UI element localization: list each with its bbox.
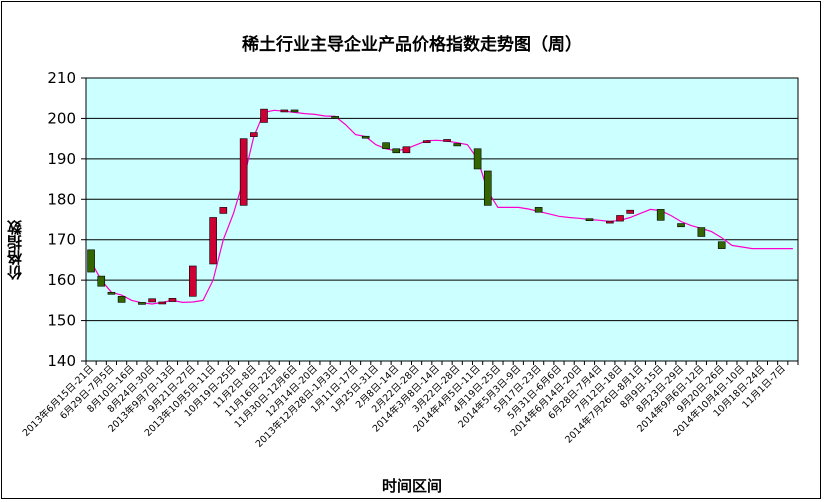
plot-area (85, 77, 799, 362)
index-line (90, 109, 793, 305)
candle-down (656, 209, 665, 221)
candle-up (158, 301, 167, 305)
x-axis-title: 时间区间 (381, 477, 442, 495)
candle-down (97, 275, 106, 287)
y-tick-label: 140 (47, 352, 76, 370)
candle-down (697, 227, 706, 237)
candle-up (168, 298, 177, 302)
candle-down (382, 142, 390, 150)
candle-up (219, 207, 228, 214)
candle-up (239, 138, 248, 206)
candle-down (483, 170, 492, 206)
candle-up (616, 215, 624, 222)
candle-down (453, 143, 462, 147)
y-tick-label: 150 (47, 312, 76, 330)
candle-down (585, 218, 594, 221)
candle-up (606, 220, 614, 224)
candle-up (189, 265, 197, 297)
y-tick-label: 210 (47, 69, 76, 87)
chart-title: 稀土行业主导企业产品价格指数走势图（周） (242, 35, 582, 55)
candle-down (392, 148, 401, 154)
candle-down (717, 241, 726, 249)
candle-down (361, 135, 370, 139)
candle-up (402, 146, 411, 154)
y-tick-label: 190 (47, 150, 76, 168)
y-tick-label: 160 (47, 271, 76, 289)
candle-down (677, 223, 685, 228)
candle-down (331, 116, 340, 119)
candle-up (148, 298, 156, 303)
candle-up (626, 209, 634, 214)
y-tick-label: 170 (47, 231, 76, 249)
candle-down (534, 207, 543, 213)
candle-down (290, 109, 299, 113)
candle-down (138, 302, 146, 305)
candle-down (107, 291, 116, 295)
candle-up (422, 140, 431, 143)
candle-up (250, 132, 258, 137)
candle-up (260, 108, 268, 123)
candle-up (443, 139, 451, 142)
candle-down (473, 148, 482, 170)
y-tick-label: 200 (47, 109, 76, 127)
y-tick-label: 180 (47, 190, 76, 208)
candle-down (87, 249, 95, 273)
candle-up (280, 109, 289, 113)
candle-up (209, 217, 217, 265)
candle-down (117, 296, 126, 303)
